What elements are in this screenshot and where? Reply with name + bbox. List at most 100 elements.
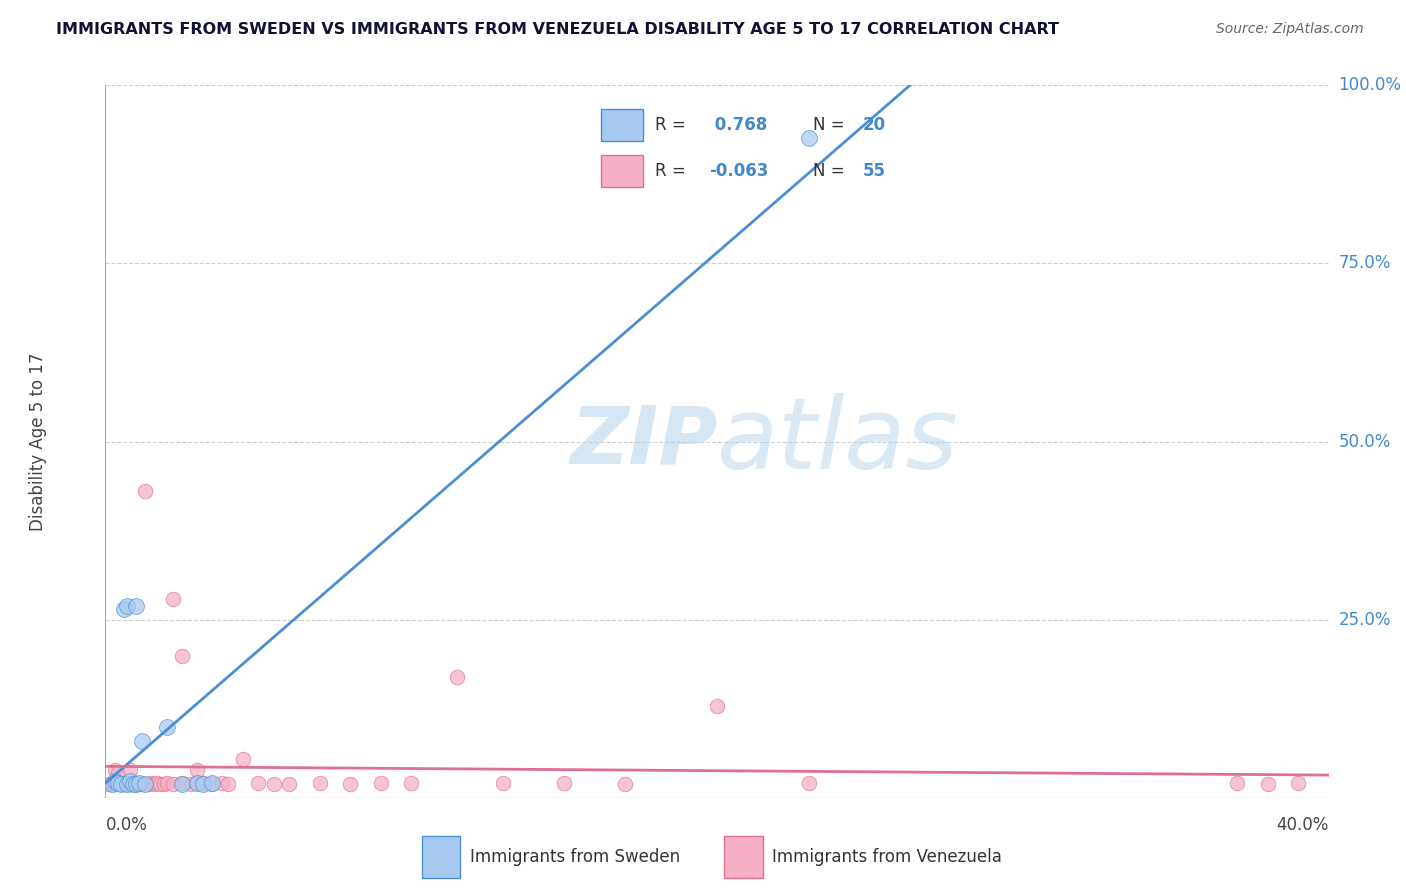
Point <box>217 777 239 791</box>
Text: 40.0%: 40.0% <box>1277 816 1329 834</box>
Point <box>155 720 177 734</box>
Point <box>162 591 184 606</box>
Point <box>100 777 122 791</box>
Text: -0.063: -0.063 <box>709 162 768 180</box>
Text: 100.0%: 100.0% <box>1339 76 1402 94</box>
Point <box>201 777 224 791</box>
Point <box>155 775 177 789</box>
Point <box>149 777 172 791</box>
Point <box>1286 775 1309 789</box>
Point <box>125 777 148 791</box>
Text: R =: R = <box>655 116 686 134</box>
Point <box>118 777 141 791</box>
Point <box>107 766 129 780</box>
Point <box>143 777 166 791</box>
Point <box>553 775 575 789</box>
Point <box>115 775 138 789</box>
Text: 55: 55 <box>863 162 886 180</box>
Point <box>104 763 127 777</box>
Point <box>112 777 135 791</box>
Point <box>131 777 153 791</box>
Text: Immigrants from Venezuela: Immigrants from Venezuela <box>772 848 1001 866</box>
Point <box>308 775 330 789</box>
Point <box>115 777 138 791</box>
Point <box>211 775 233 789</box>
Bar <box>602 109 643 141</box>
Point <box>263 777 285 791</box>
Point <box>797 775 820 789</box>
Text: 0.768: 0.768 <box>709 116 768 134</box>
Point <box>125 775 148 789</box>
Point <box>107 775 129 789</box>
Point <box>146 775 169 789</box>
Point <box>136 777 159 791</box>
Point <box>170 648 193 663</box>
Point <box>186 775 208 789</box>
Point <box>186 775 208 789</box>
Point <box>339 777 361 791</box>
Point <box>125 777 148 791</box>
Point <box>112 775 135 789</box>
Text: 75.0%: 75.0% <box>1339 254 1391 272</box>
Point <box>134 484 156 499</box>
Point <box>110 777 132 791</box>
Point <box>180 777 202 791</box>
Point <box>115 599 138 613</box>
Point <box>115 777 138 791</box>
Point <box>492 775 515 789</box>
Text: N =: N = <box>813 162 845 180</box>
Point <box>152 777 174 791</box>
Text: 50.0%: 50.0% <box>1339 433 1391 450</box>
Point <box>399 775 422 789</box>
Point <box>141 775 163 789</box>
Bar <box>422 836 461 879</box>
Point <box>125 599 148 613</box>
Point <box>232 752 254 766</box>
Point <box>100 775 122 789</box>
Point <box>128 777 150 791</box>
Text: 20: 20 <box>863 116 886 134</box>
Point <box>131 734 153 748</box>
Point <box>122 777 145 791</box>
Text: 0.0%: 0.0% <box>105 816 148 834</box>
Point <box>134 777 156 791</box>
Text: N =: N = <box>813 116 845 134</box>
Point <box>122 775 145 789</box>
Point <box>104 773 127 788</box>
Bar <box>724 836 763 879</box>
Point <box>193 775 215 789</box>
Point <box>277 777 299 791</box>
Point <box>110 777 132 791</box>
Text: Source: ZipAtlas.com: Source: ZipAtlas.com <box>1216 22 1364 37</box>
Point <box>370 775 392 789</box>
Text: Disability Age 5 to 17: Disability Age 5 to 17 <box>30 352 48 531</box>
Point <box>118 773 141 788</box>
Point <box>170 777 193 791</box>
Point <box>706 698 728 713</box>
Text: atlas: atlas <box>717 393 959 490</box>
Point <box>193 777 215 791</box>
Point <box>162 777 184 791</box>
Point <box>201 775 224 789</box>
Point <box>247 775 270 789</box>
Point <box>170 775 193 789</box>
Point <box>1226 775 1249 789</box>
Point <box>614 777 637 791</box>
Text: IMMIGRANTS FROM SWEDEN VS IMMIGRANTS FROM VENEZUELA DISABILITY AGE 5 TO 17 CORRE: IMMIGRANTS FROM SWEDEN VS IMMIGRANTS FRO… <box>56 22 1059 37</box>
Point <box>97 777 120 791</box>
Point <box>186 763 208 777</box>
Point <box>128 775 150 789</box>
Point <box>797 131 820 145</box>
Point <box>110 775 132 789</box>
Text: 25.0%: 25.0% <box>1339 611 1391 629</box>
Point <box>446 670 468 684</box>
Point <box>112 602 135 616</box>
Text: Immigrants from Sweden: Immigrants from Sweden <box>470 848 679 866</box>
Bar <box>602 155 643 187</box>
Point <box>1256 777 1278 791</box>
Point <box>118 763 141 777</box>
Point <box>104 777 127 791</box>
Text: R =: R = <box>655 162 686 180</box>
Text: ZIP: ZIP <box>569 402 717 481</box>
Point <box>107 775 129 789</box>
